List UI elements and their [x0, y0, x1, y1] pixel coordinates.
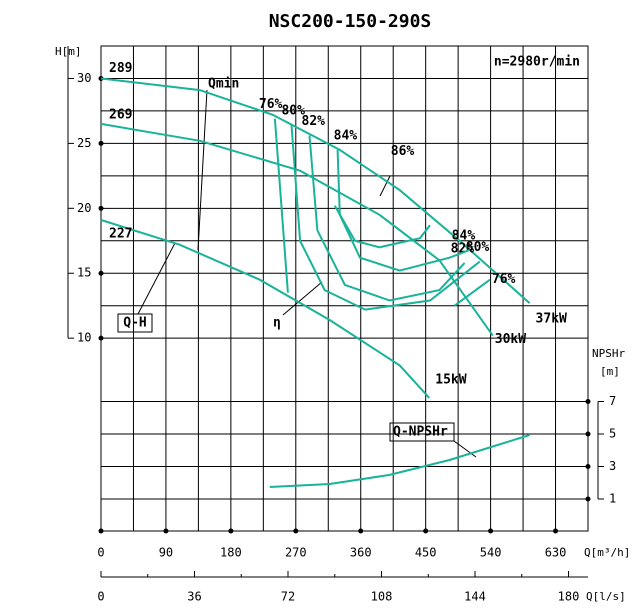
x2-axis-label: Q[l/s]	[586, 590, 626, 603]
y-tick-dot	[98, 270, 104, 276]
eta-leader	[282, 281, 323, 316]
curve	[333, 205, 431, 249]
x2-tick-label: 108	[371, 590, 393, 604]
chart-title: NSC200-150-290S	[269, 11, 432, 32]
eta-label: η	[273, 316, 281, 331]
x-axis-label: Q[m³/h]	[584, 546, 630, 559]
x2-tick-label: 0	[97, 590, 104, 604]
x-tick-dot	[488, 528, 494, 534]
series-label: 82%	[451, 241, 475, 256]
curve	[308, 135, 466, 302]
y-tick-label: 20	[77, 201, 91, 215]
y2-tick-dot	[585, 496, 591, 502]
y-tick-dot	[98, 140, 104, 146]
y-tick-label: 25	[77, 136, 91, 150]
power-label: 30kW	[495, 332, 526, 347]
y2-axis-unit: [m]	[600, 365, 620, 378]
power-label: 37kW	[536, 312, 567, 327]
qh-label: Q-H	[123, 316, 146, 331]
eff-leader	[379, 175, 391, 197]
y2-tick-label: 5	[609, 427, 616, 441]
y2-tick-dot	[585, 463, 591, 469]
qh-leader	[137, 242, 176, 315]
qmin-leader	[197, 89, 208, 251]
curve	[336, 149, 471, 272]
x-tick-dot	[553, 528, 559, 534]
series-label: 86%	[391, 144, 415, 159]
y-tick-dot	[98, 335, 104, 341]
series-label: 76%	[492, 272, 516, 287]
x-tick-label: 90	[159, 546, 173, 560]
x-tick-label: 450	[415, 546, 437, 560]
curve	[290, 125, 481, 311]
curve	[100, 77, 531, 304]
curve	[100, 219, 431, 399]
series-label: 84%	[334, 128, 358, 143]
x-tick-label: 360	[350, 546, 372, 560]
x-tick-dot	[98, 528, 104, 534]
series-label: 82%	[302, 114, 326, 129]
x-tick-dot	[358, 528, 364, 534]
x2-tick-label: 36	[187, 590, 201, 604]
y-tick-label: 10	[77, 331, 91, 345]
x2-tick-label: 144	[464, 590, 486, 604]
series-label: 80%	[281, 104, 305, 119]
diameter-label: 289	[109, 61, 132, 76]
y-tick-dot	[98, 205, 104, 211]
speed-label: n=2980r/min	[494, 55, 580, 70]
series-label: 76%	[259, 97, 283, 112]
x-tick-dot	[293, 528, 299, 534]
y2-tick-label: 3	[609, 459, 616, 473]
qmin-label: Qmin	[208, 77, 239, 92]
y2-tick-dot	[585, 431, 591, 437]
x2-tick-label: 180	[558, 590, 580, 604]
x-tick-label: 180	[220, 546, 242, 560]
x-tick-dot	[163, 528, 169, 534]
series-label: Q-NPSHr	[393, 425, 448, 440]
y2-axis-label: NPSHr	[592, 347, 625, 360]
x-tick-label: 540	[480, 546, 502, 560]
series-label: 84%	[452, 228, 476, 243]
y2-tick-label: 1	[609, 491, 616, 505]
diameter-label: 269	[109, 107, 132, 122]
x-tick-label: 0	[97, 546, 104, 560]
x2-tick-label: 72	[281, 590, 295, 604]
curve	[269, 434, 530, 488]
power-label: 15kW	[435, 372, 466, 387]
y2-tick-dot	[585, 399, 591, 405]
qh-box	[117, 313, 153, 333]
y-tick-dot	[98, 75, 104, 81]
x-tick-label: 270	[285, 546, 307, 560]
series-label: 80%	[466, 240, 490, 255]
diameter-label: 227	[109, 227, 132, 242]
x-tick-label: 630	[545, 546, 567, 560]
npsh-box	[389, 422, 455, 442]
curve	[453, 278, 491, 307]
y-tick-label: 30	[77, 71, 91, 85]
y2-tick-label: 7	[609, 394, 616, 408]
y-tick-label: 15	[77, 266, 91, 280]
curve	[273, 118, 289, 293]
x-tick-dot	[228, 528, 234, 534]
plot-frame	[100, 45, 589, 532]
x-tick-dot	[423, 528, 429, 534]
